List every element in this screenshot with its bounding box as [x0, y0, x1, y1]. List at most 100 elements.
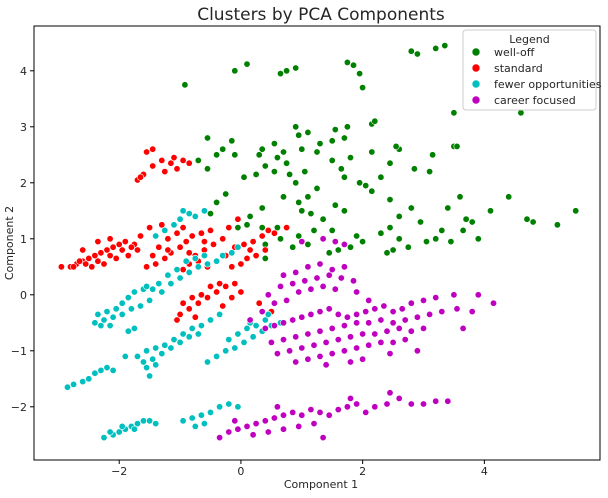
data-point	[143, 148, 151, 156]
data-point	[216, 280, 224, 288]
data-point	[124, 294, 132, 302]
data-point	[194, 330, 202, 338]
data-point	[261, 417, 269, 425]
data-point	[240, 338, 248, 346]
data-point	[450, 291, 458, 299]
data-point	[407, 204, 415, 212]
data-point	[82, 260, 90, 268]
data-point	[353, 400, 361, 408]
data-point	[134, 420, 142, 428]
data-point	[459, 324, 467, 332]
y-tick-label: 3	[20, 121, 27, 134]
data-point	[194, 299, 202, 307]
data-point	[207, 210, 215, 218]
data-point	[197, 291, 205, 299]
data-point	[152, 361, 160, 369]
data-point	[413, 50, 421, 58]
data-point	[112, 305, 120, 313]
data-point	[146, 372, 154, 380]
data-point	[146, 224, 154, 232]
data-point	[279, 425, 287, 433]
chart-title: Clusters by PCA Components	[197, 5, 445, 25]
data-point	[179, 156, 187, 164]
data-point	[401, 336, 409, 344]
data-point	[204, 260, 212, 268]
data-point	[152, 260, 160, 268]
data-point	[252, 170, 260, 178]
data-point	[264, 226, 272, 234]
data-point	[118, 310, 126, 318]
data-point	[207, 316, 215, 324]
data-point	[64, 383, 72, 391]
legend: Legend well-off standard fewer opportuniti…	[462, 29, 602, 111]
data-point	[106, 322, 114, 330]
data-point	[243, 324, 251, 332]
data-point	[100, 434, 108, 442]
data-point	[505, 193, 513, 201]
legend-marker	[471, 95, 481, 105]
data-point	[70, 263, 78, 271]
data-point	[310, 420, 318, 428]
data-point	[289, 280, 297, 288]
series-fewer-opportunities	[64, 207, 284, 442]
data-point	[243, 60, 251, 68]
data-point	[307, 310, 315, 318]
data-point	[204, 165, 212, 173]
data-point	[228, 263, 236, 271]
data-point	[222, 282, 230, 290]
data-point	[362, 182, 370, 190]
data-point	[161, 254, 169, 262]
data-point	[368, 187, 376, 195]
data-point	[176, 243, 184, 251]
data-point	[368, 148, 376, 156]
data-point	[553, 221, 561, 229]
data-point	[304, 240, 312, 248]
data-point	[234, 403, 242, 411]
data-point	[185, 268, 193, 276]
data-point	[279, 319, 287, 327]
data-point	[383, 327, 391, 335]
data-point	[319, 215, 327, 223]
data-point	[57, 263, 65, 271]
data-point	[249, 333, 257, 341]
data-point	[386, 350, 394, 358]
data-point	[264, 291, 272, 299]
data-point	[365, 341, 373, 349]
data-point	[362, 408, 370, 416]
data-point	[389, 319, 397, 327]
data-point	[392, 142, 400, 150]
data-point	[170, 336, 178, 344]
data-point	[191, 313, 199, 321]
data-point	[115, 240, 123, 248]
data-point	[407, 299, 415, 307]
data-point	[240, 240, 248, 248]
data-point	[231, 417, 239, 425]
data-point	[109, 366, 117, 374]
data-point	[115, 428, 123, 436]
data-point	[416, 218, 424, 226]
data-point	[222, 347, 230, 355]
data-point	[213, 288, 221, 296]
data-point	[200, 207, 208, 215]
data-point	[328, 226, 336, 234]
data-point	[240, 173, 248, 181]
data-point	[322, 338, 330, 346]
legend-label: standard	[494, 62, 543, 75]
data-point	[146, 296, 154, 304]
data-point	[270, 414, 278, 422]
data-point	[94, 310, 102, 318]
data-point	[298, 145, 306, 153]
data-point	[377, 338, 385, 346]
data-point	[252, 252, 260, 260]
data-point	[346, 333, 354, 341]
data-point	[181, 81, 189, 89]
data-point	[346, 154, 354, 162]
data-point	[158, 288, 166, 296]
data-point	[395, 324, 403, 332]
data-point	[231, 344, 239, 352]
legend-title: Legend	[509, 33, 549, 46]
data-point	[121, 352, 129, 360]
data-point	[179, 330, 187, 338]
data-point	[124, 327, 132, 335]
